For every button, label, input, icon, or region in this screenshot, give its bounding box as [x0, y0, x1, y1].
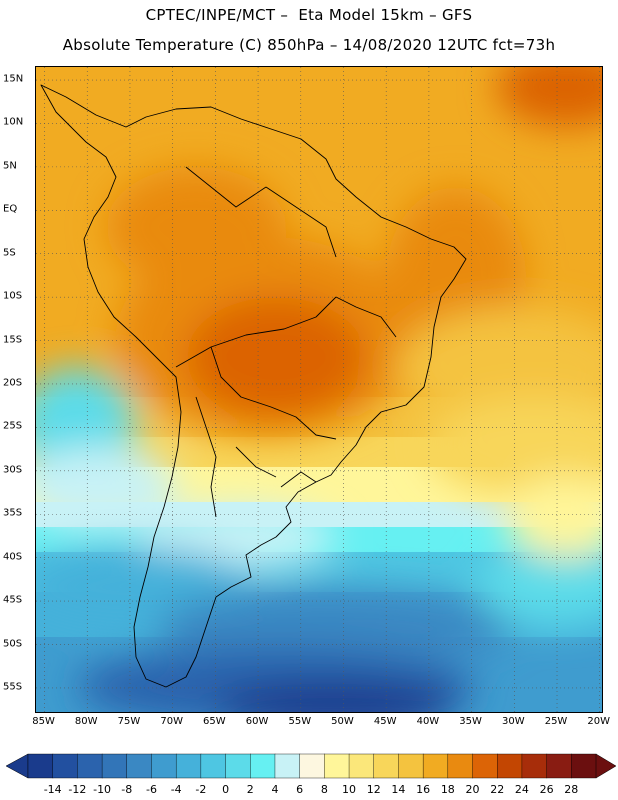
colorbar-tick-label: 16: [416, 783, 431, 796]
colorbar-tick-label: 4: [271, 783, 279, 796]
coastline-outline: [40, 84, 467, 688]
longitude-label: 85W: [32, 716, 55, 727]
colorbar-tick-label: 0: [222, 783, 230, 796]
latitude-label: 35S: [3, 507, 23, 519]
longitude-label: 75W: [117, 716, 141, 727]
colorbar-tick-label: 20: [465, 783, 480, 796]
colorbar-swatch: [472, 753, 498, 779]
colorbar-tick-label: 18: [440, 783, 455, 796]
colorbar-tick-label: -8: [121, 783, 133, 796]
longitude-label: 80W: [74, 716, 98, 727]
longitude-label: 60W: [245, 716, 269, 727]
colorbar-swatch: [101, 753, 128, 779]
latitude-label: 10N: [3, 116, 24, 128]
latitude-label: EQ: [3, 203, 18, 215]
latitude-label: 25S: [3, 420, 23, 432]
colorbar-swatch: [299, 753, 325, 779]
latitude-label: 20S: [3, 377, 23, 389]
temperature-map: [35, 66, 603, 713]
longitude-label: 70W: [160, 716, 183, 727]
latitude-label: 15S: [3, 334, 23, 346]
colorbar-tick-label: -4: [170, 783, 182, 796]
colorbar-swatch: [250, 753, 276, 779]
graticule: [36, 67, 602, 712]
latitude-label: 15N: [3, 73, 24, 85]
colorbar-swatch: [373, 753, 399, 779]
colorbar-tick-label: -12: [68, 783, 87, 796]
colorbar-swatch: [200, 753, 227, 779]
colorbar-swatch: [497, 753, 523, 779]
colorbar-swatch: [175, 753, 202, 779]
colorbar-tick-label: 8: [320, 783, 328, 796]
colorbar-min-arrow: [6, 753, 29, 779]
colorbar-swatch: [126, 753, 152, 779]
temperature-field: [36, 67, 602, 712]
colorbar-max-arrow: [595, 753, 617, 779]
colorbar-tick-label: 2: [246, 783, 254, 796]
colorbar-tick-label: -2: [195, 783, 207, 796]
longitude-label: 65W: [203, 716, 226, 727]
latitude-label: 55S: [3, 681, 23, 693]
colorbar-swatch: [151, 753, 177, 779]
colorbar-tick-label: -6: [145, 783, 157, 796]
colorbar-tick-label: 28: [564, 783, 579, 796]
colorbar-tick-label: 10: [342, 783, 357, 796]
colorbar-swatch: [447, 753, 474, 779]
latitude-label: 5N: [3, 160, 17, 172]
colorbar-swatch: [546, 753, 572, 779]
colorbar-tick-label: 22: [490, 783, 505, 796]
colorbar-tick-label: 24: [514, 783, 529, 796]
latitude-label: 5S: [3, 247, 16, 259]
colorbar-tick-label: -10: [93, 783, 112, 796]
colorbar-swatch: [521, 753, 548, 779]
temperature-colorbar: [6, 753, 617, 779]
latitude-label: 10S: [3, 290, 23, 302]
colorbar-tick-label: 12: [366, 783, 381, 796]
longitude-label: 40W: [416, 716, 440, 727]
colorbar-swatch: [77, 753, 103, 779]
latitude-label: 50S: [3, 638, 23, 650]
map-subtitle: Absolute Temperature (C) 850hPa – 14/08/…: [62, 36, 556, 54]
colorbar-tick-label: 6: [296, 783, 304, 796]
colorbar-swatch: [398, 753, 424, 779]
longitude-label: 20W: [587, 716, 611, 727]
longitude-label: 55W: [288, 716, 312, 727]
map-title: CPTEC/INPE/MCT – Eta Model 15km – GFS: [145, 6, 473, 24]
colorbar-swatch: [274, 753, 301, 779]
colorbar-tick-label: 14: [391, 783, 406, 796]
latitude-label: 45S: [3, 594, 23, 606]
longitude-label: 30W: [502, 716, 525, 727]
latitude-label: 40S: [3, 551, 23, 563]
longitude-label: 35W: [459, 716, 482, 727]
latitude-label: 30S: [3, 464, 23, 476]
colorbar-swatch: [27, 753, 54, 779]
longitude-label: 25W: [544, 716, 568, 727]
colorbar-swatch: [422, 753, 449, 779]
longitude-label: 45W: [373, 716, 397, 727]
colorbar-swatch: [571, 753, 597, 779]
colorbar-swatch: [225, 753, 251, 779]
longitude-label: 50W: [331, 716, 354, 727]
colorbar-swatch: [52, 753, 78, 779]
colorbar-swatch: [348, 753, 375, 779]
colorbar-tick-label: -14: [43, 783, 62, 796]
colorbar-swatch: [324, 753, 350, 779]
colorbar-tick-label: 26: [539, 783, 554, 796]
